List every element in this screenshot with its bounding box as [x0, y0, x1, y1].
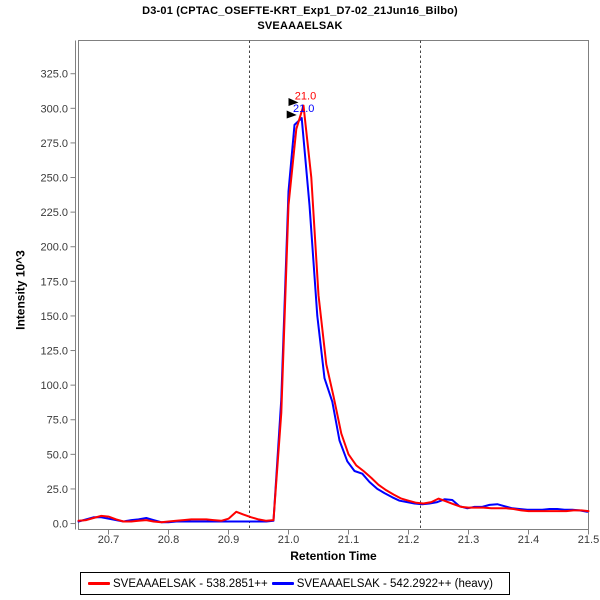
rt-annotation-label: 21.0	[293, 103, 314, 115]
y-tick-label: 300.0	[40, 103, 68, 115]
x-tick-label: 21.3	[458, 534, 479, 546]
legend-label-light: SVEAAAELSAK - 538.2851++	[113, 577, 268, 590]
x-tick-label: 20.9	[218, 534, 239, 546]
legend: SVEAAAELSAK - 538.2851++ SVEAAAELSAK - 5…	[80, 572, 510, 595]
y-tick-label: 325.0	[40, 69, 68, 81]
legend-line-sample-heavy-icon	[271, 582, 294, 585]
y-tick-label: 175.0	[40, 276, 68, 288]
chart-title: D3-01 (CPTAC_OSEFTE-KRT_Exp1_D7-02_21Jun…	[142, 5, 458, 17]
y-tick-label: 150.0	[40, 311, 68, 323]
series-line-light	[77, 104, 590, 524]
y-tick-label: 25.0	[47, 484, 68, 496]
x-tick-label: 21.5	[578, 534, 599, 546]
y-tick-label: 200.0	[40, 242, 68, 254]
rt-annotation-label: 21.0	[295, 91, 316, 103]
series-line-heavy	[77, 117, 589, 524]
x-axis-title: Retention Time	[290, 549, 377, 563]
y-tick-label: 50.0	[47, 449, 68, 461]
plot-frame	[78, 40, 589, 530]
chart-subtitle-peptide: SVEAAAELSAK	[257, 20, 343, 32]
x-tick-label: 21.2	[398, 534, 419, 546]
legend-item-light: SVEAAAELSAK - 538.2851++	[88, 578, 268, 590]
y-tick-label: 0.0	[53, 519, 68, 531]
y-tick-label: 100.0	[40, 380, 68, 392]
x-tick-label: 21.0	[278, 534, 299, 546]
x-tick-label: 20.7	[98, 534, 119, 546]
legend-label-heavy: SVEAAAELSAK - 542.2922++ (heavy)	[296, 577, 493, 590]
annotation-arrow-icon	[286, 110, 297, 119]
x-tick-label: 21.1	[338, 534, 359, 546]
y-tick-label: 75.0	[47, 415, 68, 427]
x-tick-label: 21.4	[518, 534, 539, 546]
y-tick-label: 275.0	[40, 138, 68, 150]
y-tick-label: 125.0	[40, 346, 68, 358]
legend-line-sample-light-icon	[88, 582, 110, 585]
y-tick-label: 250.0	[40, 173, 68, 185]
x-tick-label: 20.8	[158, 534, 179, 546]
annotation-arrow-icon	[288, 98, 299, 107]
y-tick-label: 225.0	[40, 207, 68, 219]
legend-item-heavy: SVEAAAELSAK - 542.2922++ (heavy)	[271, 577, 493, 590]
